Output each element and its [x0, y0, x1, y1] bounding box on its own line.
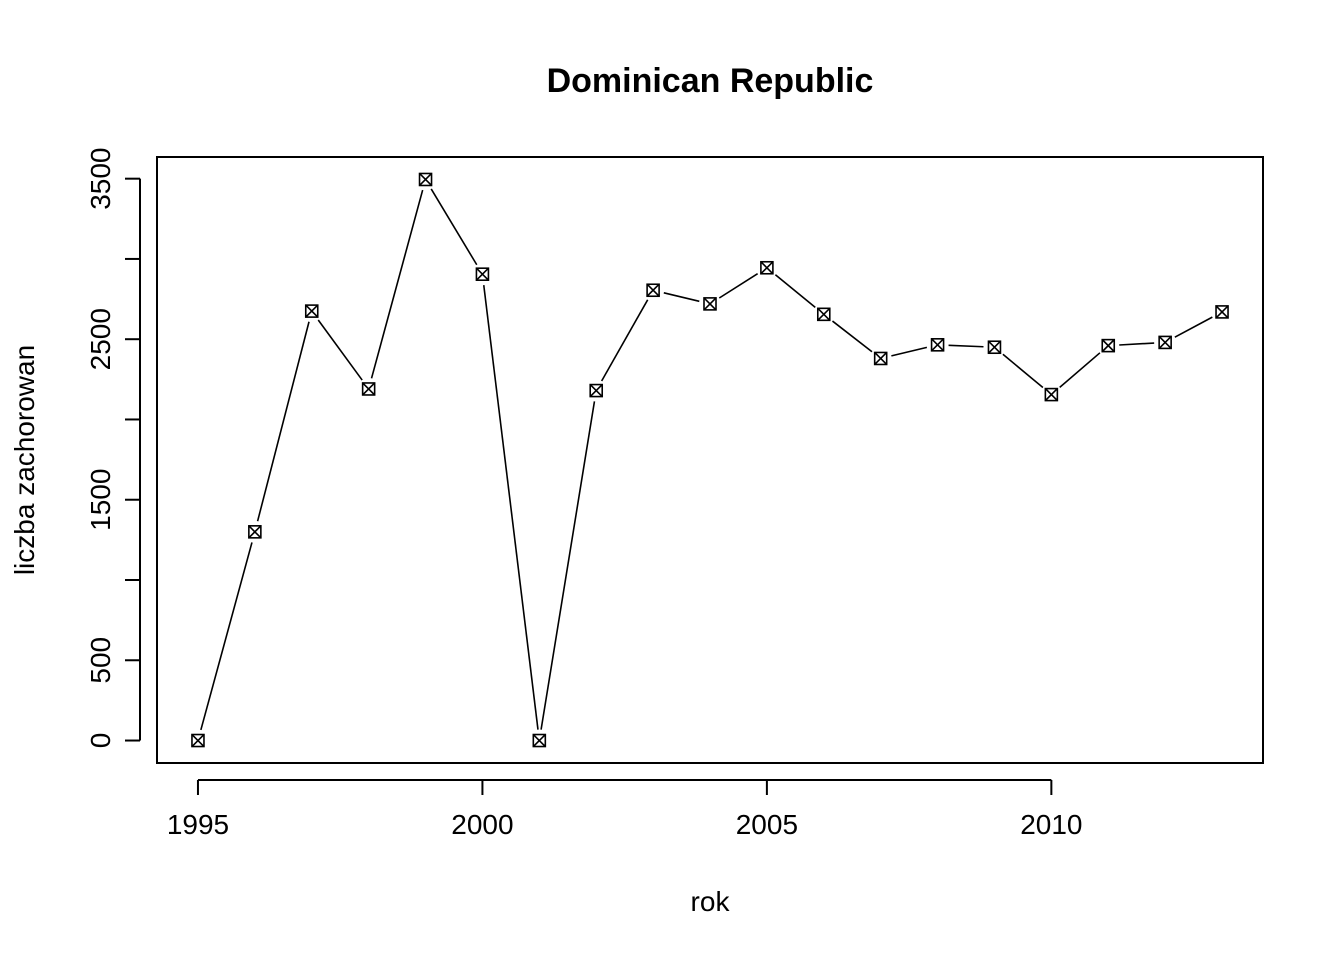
- y-axis-label: liczba zachorowan: [9, 345, 40, 575]
- data-point: [1044, 387, 1059, 402]
- x-tick-label: 1995: [167, 809, 229, 840]
- data-point: [1101, 338, 1116, 353]
- series-segment: [1119, 342, 1155, 346]
- data-point: [475, 267, 490, 281]
- data-point: [1215, 305, 1229, 319]
- series-segment: [256, 321, 310, 522]
- series-segment: [891, 346, 928, 357]
- series-segment: [1002, 353, 1044, 389]
- chart-title: Dominican Republic: [547, 62, 874, 100]
- series-segment: [1174, 316, 1213, 338]
- series-segment: [540, 401, 596, 730]
- x-axis: 1995 2000 2005 2010: [167, 779, 1083, 840]
- y-tick-label: 3500: [85, 148, 116, 210]
- data-point: [930, 338, 945, 352]
- data-point: [418, 172, 433, 187]
- data-point: [532, 733, 547, 748]
- series-segment: [370, 189, 424, 379]
- x-tick-label: 2010: [1020, 809, 1082, 840]
- data-point: [248, 525, 262, 539]
- series-segment: [948, 344, 984, 348]
- y-tick-label: 0: [85, 733, 116, 749]
- x-tick-label: 2000: [451, 809, 513, 840]
- data-point: [703, 297, 717, 311]
- y-axis: 0 500 1500 2500 3500: [85, 148, 141, 749]
- data-point: [589, 383, 604, 398]
- y-tick-label: 500: [85, 637, 116, 684]
- series-segment: [482, 285, 539, 730]
- series-segment: [430, 188, 478, 266]
- data-point: [646, 283, 660, 298]
- series-segment: [200, 542, 253, 731]
- data-point: [1158, 335, 1172, 350]
- data-point: [361, 382, 376, 396]
- series-segment: [774, 274, 816, 308]
- data-point: [191, 733, 205, 748]
- x-tick-label: 2005: [736, 809, 798, 840]
- data-point: [873, 351, 888, 366]
- series-segment: [718, 272, 759, 299]
- x-axis-label: rok: [691, 886, 731, 917]
- y-tick-label: 2500: [85, 308, 116, 370]
- series-segment: [831, 320, 873, 353]
- series-segment: [317, 319, 363, 381]
- data-point: [760, 260, 774, 275]
- y-tick-label: 1500: [85, 469, 116, 531]
- data-point: [987, 340, 1002, 355]
- plot-frame: [156, 156, 1264, 764]
- series-segment: [600, 299, 649, 382]
- data-point: [304, 304, 319, 318]
- data-point: [816, 307, 831, 322]
- series-layer: [191, 172, 1229, 748]
- series-segment: [663, 292, 700, 303]
- series-segment: [1059, 352, 1101, 389]
